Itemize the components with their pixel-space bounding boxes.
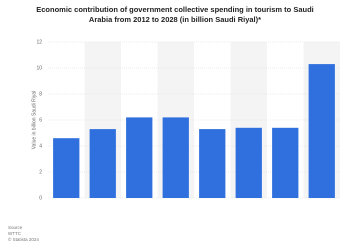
y-tick-label: 8 [39,91,42,97]
bar [199,129,226,198]
bar [126,117,153,198]
y-tick-label: 6 [39,117,42,123]
y-axis-label: Value in billion Saudi Riyal [31,91,37,150]
y-tick-label: 12 [36,39,42,45]
bar [308,64,335,198]
y-tick-label: 0 [39,195,42,201]
chart-title: Economic contribution of government coll… [36,5,314,24]
bar [162,117,189,198]
source-name: WTTC [8,231,22,236]
bar [272,127,299,198]
bar [53,138,80,198]
y-tick-label: 10 [36,65,42,71]
source-label: Source [8,225,23,230]
copyright: © Statista 2024 [8,236,39,242]
y-tick-label: 4 [39,143,42,149]
bar [89,129,116,198]
bar [235,127,262,198]
y-tick-label: 2 [39,169,42,175]
